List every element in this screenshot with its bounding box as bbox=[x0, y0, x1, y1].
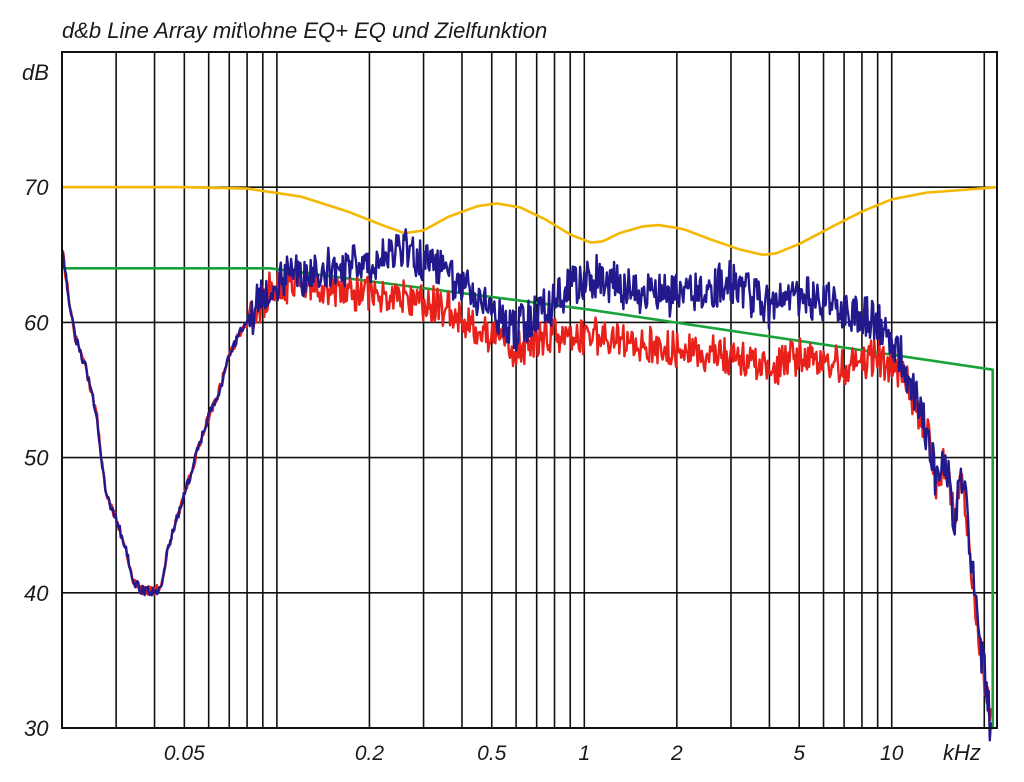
x-tick-label: 10 bbox=[880, 742, 904, 765]
x-axis-ticks: 0.05 0.2 0.5 1 2 5 10 bbox=[164, 742, 904, 765]
x-tick-label: 5 bbox=[793, 742, 805, 765]
y-tick-label: 70 bbox=[24, 175, 49, 200]
x-tick-label: 0.05 bbox=[164, 742, 205, 765]
plot-frame bbox=[61, 51, 998, 729]
chart-title: d&b Line Array mit\ohne EQ+ EQ und Zielf… bbox=[62, 18, 547, 43]
y-tick-label: 30 bbox=[24, 716, 49, 741]
series-line bbox=[61, 228, 992, 742]
x-tick-label: 1 bbox=[578, 742, 590, 765]
x-tick-label: 2 bbox=[670, 742, 683, 765]
x-axis-unit-label: kHz bbox=[943, 740, 981, 765]
y-axis-ticks: 30 40 50 60 70 bbox=[24, 175, 49, 741]
y-tick-label: 60 bbox=[24, 310, 49, 335]
minor-gridlines bbox=[115, 52, 986, 728]
y-tick-label: 40 bbox=[24, 581, 49, 606]
y-axis-unit-label: dB bbox=[22, 60, 49, 85]
x-tick-label: 0.2 bbox=[355, 742, 385, 765]
series-line bbox=[62, 185, 998, 256]
y-tick-label: 50 bbox=[24, 446, 49, 471]
series-layer bbox=[60, 185, 998, 742]
x-tick-label: 0.5 bbox=[477, 742, 507, 765]
